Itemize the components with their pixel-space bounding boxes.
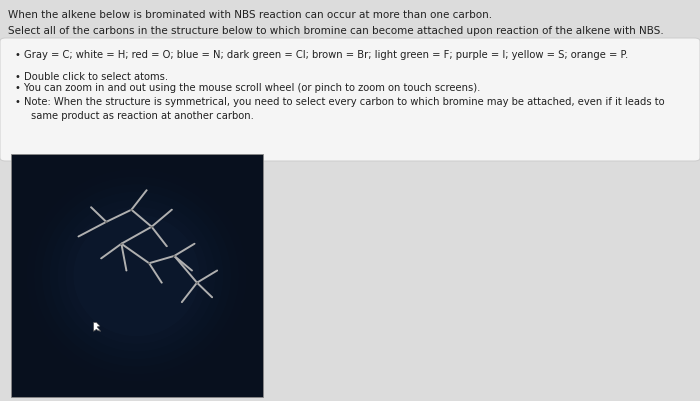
Circle shape <box>150 227 153 228</box>
Circle shape <box>120 243 122 245</box>
Circle shape <box>130 210 132 211</box>
Circle shape <box>100 258 102 259</box>
Circle shape <box>90 207 91 208</box>
Circle shape <box>148 263 150 264</box>
Polygon shape <box>94 323 101 332</box>
Ellipse shape <box>50 192 223 359</box>
Ellipse shape <box>74 215 200 336</box>
Circle shape <box>191 270 193 271</box>
Circle shape <box>193 244 195 245</box>
Circle shape <box>196 282 198 284</box>
Circle shape <box>211 297 213 298</box>
Circle shape <box>166 246 167 247</box>
Circle shape <box>120 243 122 245</box>
Text: same product as reaction at another carbon.: same product as reaction at another carb… <box>31 110 253 120</box>
Circle shape <box>173 256 175 257</box>
Circle shape <box>101 258 102 259</box>
Circle shape <box>148 263 150 264</box>
Circle shape <box>191 270 193 271</box>
Text: • Double click to select atoms.: • Double click to select atoms. <box>15 71 169 81</box>
Circle shape <box>100 258 102 259</box>
Circle shape <box>150 227 153 228</box>
Text: • You can zoom in and out using the mouse scroll wheel (or pinch to zoom on touc: • You can zoom in and out using the mous… <box>15 83 481 93</box>
Circle shape <box>90 207 92 208</box>
Circle shape <box>181 302 183 303</box>
Circle shape <box>146 190 147 191</box>
Text: • Gray = C; white = H; red = O; blue = N; dark green = Cl; brown = Br; light gre: • Gray = C; white = H; red = O; blue = N… <box>15 50 629 60</box>
Ellipse shape <box>66 207 207 344</box>
Text: • Note: When the structure is symmetrical, you need to select every carbon to wh: • Note: When the structure is symmetrica… <box>15 97 665 107</box>
Circle shape <box>211 297 212 298</box>
Circle shape <box>216 270 218 271</box>
Circle shape <box>146 190 147 191</box>
Text: Select all of the carbons in the structure below to which bromine can become att: Select all of the carbons in the structu… <box>8 26 664 36</box>
Circle shape <box>125 270 127 271</box>
FancyBboxPatch shape <box>0 39 700 162</box>
Circle shape <box>161 283 162 284</box>
Circle shape <box>130 210 132 211</box>
Bar <box>10 154 262 397</box>
Circle shape <box>105 222 107 223</box>
Circle shape <box>166 246 167 247</box>
Circle shape <box>105 222 107 223</box>
Circle shape <box>125 270 127 271</box>
Circle shape <box>211 297 213 298</box>
Circle shape <box>161 283 162 284</box>
Circle shape <box>166 246 167 247</box>
Circle shape <box>216 270 218 271</box>
Circle shape <box>146 190 148 191</box>
Circle shape <box>173 256 176 257</box>
Circle shape <box>171 210 173 211</box>
Circle shape <box>181 302 183 303</box>
Circle shape <box>194 244 195 245</box>
Ellipse shape <box>57 200 216 352</box>
Circle shape <box>171 210 172 211</box>
Circle shape <box>90 207 92 208</box>
Circle shape <box>196 282 197 283</box>
Text: When the alkene below is brominated with NBS reaction can occur at more than one: When the alkene below is brominated with… <box>8 10 493 20</box>
Circle shape <box>196 282 198 284</box>
